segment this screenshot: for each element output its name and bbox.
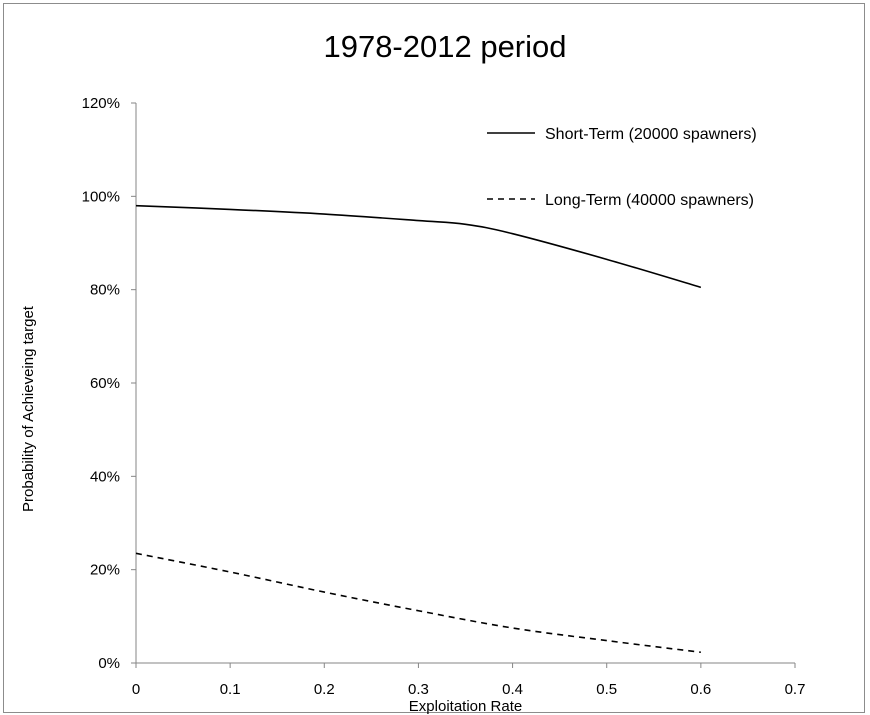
y-tick-label: 20% [90,562,120,579]
x-tick-label: 0.1 [220,681,241,698]
legend: Short-Term (20000 spawners) Long-Term (4… [487,126,757,209]
y-tick-label: 0% [98,655,120,672]
y-tick-label: 40% [90,468,120,485]
plot-area: 0 0.1 0.2 0.3 0.4 0.5 0.6 0.7 0% 20% 40% 60% 80% 100%… [82,95,806,698]
y-axis-label: Probability of Achieveing target [20,305,37,512]
x-tick-label: 0.2 [314,681,335,698]
chart-frame [3,3,865,713]
chart-title: 1978-2012 period [323,29,566,64]
x-tick-label: 0.6 [690,681,711,698]
y-tick-label: 60% [90,375,120,392]
x-tick-label: 0.7 [785,681,806,698]
x-axis-label: Exploitation Rate [409,698,522,715]
y-tick-label: 120% [82,95,120,112]
y-tick-label: 100% [82,188,120,205]
x-tick-label: 0.4 [502,681,523,698]
series-line-short-term [135,204,702,289]
x-tick-label: 0.5 [596,681,617,698]
y-tick-label: 80% [90,282,120,299]
x-tick-label: 0.3 [408,681,429,698]
legend-label-short-term: Short-Term (20000 spawners) [545,126,757,143]
x-tick-label: 0 [132,681,140,698]
legend-label-long-term: Long-Term (40000 spawners) [545,192,754,209]
series-line-long-term [135,552,701,654]
